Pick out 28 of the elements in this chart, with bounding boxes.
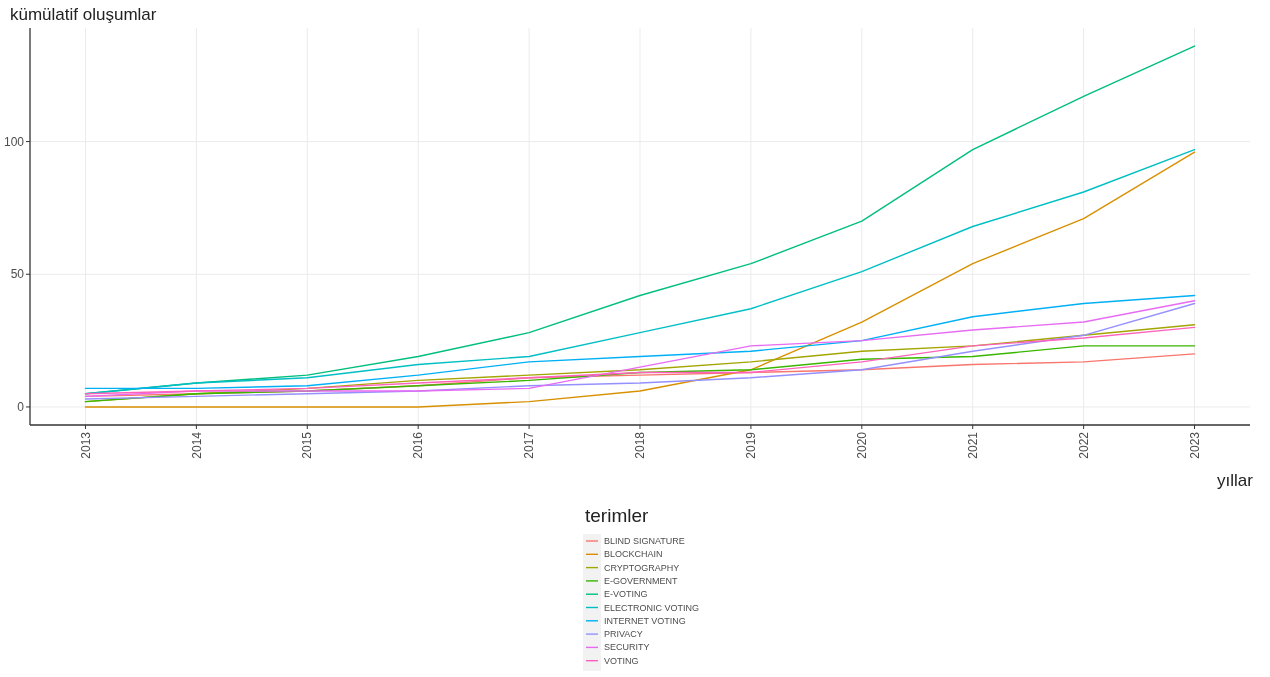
y-axis-title: kümülatif oluşumlar (10, 5, 157, 24)
x-tick-label: 2019 (744, 431, 759, 459)
x-tick-label: 2018 (633, 431, 648, 459)
legend-label: E-VOTING (604, 589, 648, 600)
legend-label: VOTING (604, 655, 639, 666)
legend-label: E-GOVERNMENT (604, 575, 679, 586)
x-tick-label: 2021 (965, 431, 980, 459)
x-tick-label: 2014 (189, 431, 204, 459)
x-tick-label: 2022 (1076, 431, 1091, 459)
legend-label: CRYPTOGRAPHY (604, 562, 680, 573)
x-axis-title: yıllar (1217, 471, 1254, 490)
x-tick-label: 2023 (1187, 431, 1202, 459)
y-tick-label: 50 (10, 267, 25, 282)
y-tick-label: 100 (3, 134, 25, 149)
legend-label: BLOCKCHAIN (604, 549, 663, 560)
legend-title: terimler (585, 505, 650, 526)
legend-label: ELECTRONIC VOTING (604, 602, 700, 613)
x-tick-label: 2013 (78, 431, 93, 459)
line-series (84, 345, 1196, 403)
x-tick-label: 2017 (522, 431, 537, 459)
legend-label: INTERNET VOTING (604, 615, 686, 626)
legend-label: BLIND SIGNATURE (604, 536, 685, 546)
x-tick-label: 2020 (855, 431, 870, 459)
legend-label: PRIVACY (604, 629, 643, 640)
x-tick-label: 2015 (300, 431, 315, 459)
y-tick-label: 0 (17, 400, 25, 415)
x-tick-label: 2016 (411, 431, 426, 459)
legend-label: SECURITY (604, 642, 650, 653)
